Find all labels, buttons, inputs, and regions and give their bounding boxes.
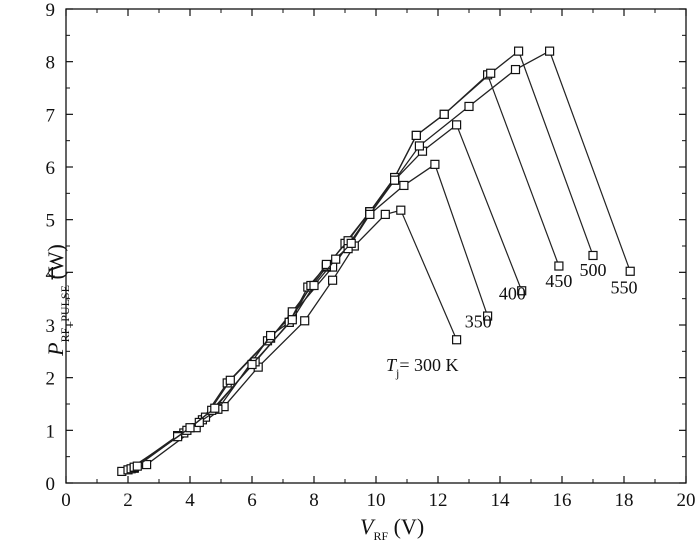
leader-marker <box>588 250 598 261</box>
data-point <box>439 109 449 119</box>
data-point <box>194 417 204 428</box>
leader-marker <box>554 261 564 271</box>
data-point <box>365 209 375 219</box>
leader-line-550 <box>549 50 631 272</box>
data-point <box>486 68 496 78</box>
data-point <box>396 205 406 215</box>
data-point <box>452 120 462 130</box>
plot-frame <box>65 8 687 484</box>
data-point <box>510 64 521 75</box>
x-tick-label: 16 <box>553 490 572 511</box>
x-tick-label: 0 <box>61 490 71 511</box>
leader-line-350 <box>434 164 489 317</box>
data-point <box>321 259 331 270</box>
y-tick-label: 6 <box>46 158 56 179</box>
data-point <box>266 330 276 341</box>
series-400 <box>126 120 527 474</box>
x-tick-label: 20 <box>677 490 696 511</box>
series-line-550 <box>136 50 550 467</box>
data-point <box>414 141 424 151</box>
data-point <box>225 375 235 385</box>
label-300: Tj= 300 K <box>386 355 459 380</box>
data-point <box>200 412 211 422</box>
y-axis-label: PRF_PULSE (W) <box>42 244 72 356</box>
y-tick-label: 4 <box>46 263 56 284</box>
data-point <box>411 130 421 140</box>
data-point <box>300 316 310 326</box>
leader-line-400 <box>456 124 523 291</box>
series-layer <box>117 46 635 477</box>
data-point <box>210 403 220 413</box>
data-point <box>390 175 400 185</box>
x-tick-label: 12 <box>429 490 448 511</box>
leader-marker <box>625 266 635 276</box>
leader-line-450 <box>487 74 560 267</box>
data-point <box>287 315 297 325</box>
y-tick-label: 3 <box>46 316 56 337</box>
x-tick-label: 14 <box>491 490 511 511</box>
data-point <box>464 101 474 112</box>
series-450 <box>129 70 564 473</box>
data-point <box>513 46 524 56</box>
series-line-400 <box>130 124 457 470</box>
leader-marker <box>517 286 527 296</box>
temp-label: 450 <box>545 271 572 291</box>
y-tick-label: 0 <box>46 474 56 495</box>
y-tick-label: 1 <box>46 421 56 442</box>
x-tick-label: 4 <box>185 490 195 511</box>
data-point <box>399 180 409 191</box>
data-point <box>380 209 390 219</box>
y-tick-label: 7 <box>46 105 56 126</box>
series-line-300 <box>121 209 401 473</box>
data-point <box>544 46 555 56</box>
x-tick-label: 6 <box>247 490 257 511</box>
series-550 <box>132 46 635 471</box>
x-axis-label: VRF (V) <box>360 514 425 543</box>
leader-marker <box>452 335 462 345</box>
temp-label: 500 <box>580 260 607 280</box>
x-tick-label: 2 <box>123 490 133 511</box>
temp-label: 550 <box>611 277 638 297</box>
temp-label: 400 <box>499 284 526 304</box>
data-point <box>328 275 338 285</box>
data-point <box>185 423 195 433</box>
leader-line-300 <box>400 209 458 340</box>
y-tick-label: 8 <box>46 53 56 74</box>
data-point <box>346 238 356 248</box>
x-tick-label: 18 <box>615 490 634 511</box>
y-tick-label: 9 <box>46 0 56 21</box>
x-tick-label: 10 <box>367 490 386 511</box>
ticks-layer: 0 2 4 6 8 10 12 14 16 18 2001234567893504004505005… <box>46 0 696 511</box>
y-tick-label: 5 <box>46 211 56 232</box>
leader-line-500 <box>518 50 594 256</box>
y-tick-label: 2 <box>46 369 56 390</box>
data-point <box>247 359 257 370</box>
x-tick-label: 8 <box>309 490 319 511</box>
data-point <box>331 254 341 264</box>
series-500 <box>129 46 598 472</box>
leader-marker <box>483 311 493 321</box>
temp-label: 350 <box>465 312 492 332</box>
data-point <box>309 280 319 291</box>
series-300 <box>117 205 462 477</box>
data-point <box>142 459 152 470</box>
data-point <box>132 461 142 471</box>
data-point <box>430 159 440 169</box>
